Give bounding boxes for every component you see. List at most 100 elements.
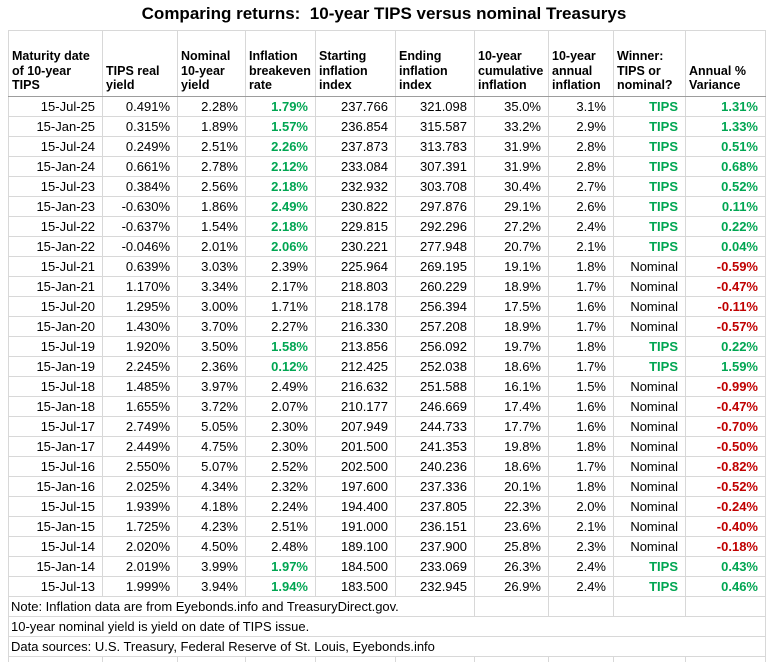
- cell-nominal-yield[interactable]: 2.51%: [177, 136, 246, 157]
- cell-nominal-yield[interactable]: 3.00%: [177, 296, 246, 317]
- cell-tips-real-yield[interactable]: 2.019%: [102, 556, 178, 577]
- cell-variance[interactable]: -0.11%: [685, 296, 766, 317]
- cell-winner[interactable]: Nominal: [613, 316, 686, 337]
- cell-maturity-date[interactable]: 15-Jul-22: [8, 216, 103, 237]
- cell-breakeven-rate[interactable]: 2.52%: [245, 456, 316, 477]
- cell-breakeven-rate[interactable]: 2.12%: [245, 156, 316, 177]
- column-header-winner[interactable]: Winner: TIPS or nominal?: [613, 30, 686, 97]
- column-header-annual-inflation[interactable]: 10-year annual inflation: [548, 30, 614, 97]
- column-header-tips-real-yield[interactable]: TIPS real yield: [102, 30, 178, 97]
- cell-winner[interactable]: TIPS: [613, 576, 686, 597]
- cell-breakeven-rate[interactable]: 2.18%: [245, 176, 316, 197]
- cell-variance[interactable]: 0.46%: [685, 576, 766, 597]
- cell-breakeven-rate[interactable]: 2.48%: [245, 536, 316, 557]
- cell-starting-index[interactable]: 184.500: [315, 556, 396, 577]
- cell-maturity-date[interactable]: 15-Jul-13: [8, 576, 103, 597]
- cell-winner[interactable]: TIPS: [613, 116, 686, 137]
- cell-tips-real-yield[interactable]: 1.170%: [102, 276, 178, 297]
- cell-annual-inflation[interactable]: 2.4%: [548, 556, 614, 577]
- cell-breakeven-rate[interactable]: 2.17%: [245, 276, 316, 297]
- cell-ending-index[interactable]: 252.038: [395, 356, 475, 377]
- cell-maturity-date[interactable]: 15-Jan-25: [8, 116, 103, 137]
- cell-maturity-date[interactable]: 15-Jan-24: [8, 156, 103, 177]
- cell-annual-inflation[interactable]: 2.6%: [548, 196, 614, 217]
- cell-ending-index[interactable]: 251.588: [395, 376, 475, 397]
- cell-winner[interactable]: Nominal: [613, 296, 686, 317]
- cell-starting-index[interactable]: 202.500: [315, 456, 396, 477]
- cell-nominal-yield[interactable]: 3.72%: [177, 396, 246, 417]
- cell-nominal-yield[interactable]: 3.70%: [177, 316, 246, 337]
- cell-tips-real-yield[interactable]: 1.295%: [102, 296, 178, 317]
- cell-starting-index[interactable]: 237.766: [315, 96, 396, 117]
- cell-ending-index[interactable]: 277.948: [395, 236, 475, 257]
- cell-nominal-yield[interactable]: 3.03%: [177, 256, 246, 277]
- cell-starting-index[interactable]: 232.932: [315, 176, 396, 197]
- cell-variance[interactable]: -0.82%: [685, 456, 766, 477]
- cell-nominal-yield[interactable]: 5.07%: [177, 456, 246, 477]
- cell-cumulative-inflation[interactable]: 19.1%: [474, 256, 549, 277]
- cell-breakeven-rate[interactable]: 2.39%: [245, 256, 316, 277]
- cell-annual-inflation[interactable]: 1.8%: [548, 336, 614, 357]
- cell-cumulative-inflation[interactable]: 29.1%: [474, 196, 549, 217]
- cell-winner[interactable]: TIPS: [613, 136, 686, 157]
- cell-nominal-yield[interactable]: 3.34%: [177, 276, 246, 297]
- cell-starting-index[interactable]: 236.854: [315, 116, 396, 137]
- cell-variance[interactable]: 0.22%: [685, 216, 766, 237]
- cell-variance[interactable]: 1.31%: [685, 96, 766, 117]
- cell-starting-index[interactable]: 229.815: [315, 216, 396, 237]
- cell-variance[interactable]: -0.47%: [685, 396, 766, 417]
- cell-starting-index[interactable]: 218.178: [315, 296, 396, 317]
- cell-cumulative-inflation[interactable]: 17.4%: [474, 396, 549, 417]
- cell-starting-index[interactable]: 230.822: [315, 196, 396, 217]
- cell-cumulative-inflation[interactable]: 20.7%: [474, 236, 549, 257]
- cell-winner[interactable]: Nominal: [613, 536, 686, 557]
- cell-variance[interactable]: -0.24%: [685, 496, 766, 517]
- cell-cumulative-inflation[interactable]: 18.9%: [474, 276, 549, 297]
- cell-starting-index[interactable]: 207.949: [315, 416, 396, 437]
- cell-breakeven-rate[interactable]: 2.51%: [245, 516, 316, 537]
- cell-winner[interactable]: Nominal: [613, 396, 686, 417]
- cell-tips-real-yield[interactable]: 2.749%: [102, 416, 178, 437]
- cell-tips-real-yield[interactable]: 2.020%: [102, 536, 178, 557]
- cell-annual-inflation[interactable]: 1.7%: [548, 276, 614, 297]
- cell-annual-inflation[interactable]: 1.7%: [548, 456, 614, 477]
- cell-ending-index[interactable]: 257.208: [395, 316, 475, 337]
- cell-winner[interactable]: TIPS: [613, 236, 686, 257]
- cell-tips-real-yield[interactable]: 0.639%: [102, 256, 178, 277]
- cell-tips-real-yield[interactable]: 2.025%: [102, 476, 178, 497]
- cell-breakeven-rate[interactable]: 2.30%: [245, 416, 316, 437]
- cell-winner[interactable]: Nominal: [613, 436, 686, 457]
- cell-annual-inflation[interactable]: 2.1%: [548, 236, 614, 257]
- cell-variance[interactable]: 0.52%: [685, 176, 766, 197]
- cell-breakeven-rate[interactable]: 1.79%: [245, 96, 316, 117]
- cell-maturity-date[interactable]: 15-Jan-22: [8, 236, 103, 257]
- empty-cell[interactable]: [395, 656, 475, 662]
- cell-ending-index[interactable]: 269.195: [395, 256, 475, 277]
- cell-tips-real-yield[interactable]: 1.655%: [102, 396, 178, 417]
- cell-annual-inflation[interactable]: 2.1%: [548, 516, 614, 537]
- cell-winner[interactable]: TIPS: [613, 156, 686, 177]
- cell-breakeven-rate[interactable]: 0.12%: [245, 356, 316, 377]
- cell-winner[interactable]: Nominal: [613, 376, 686, 397]
- cell-annual-inflation[interactable]: 2.3%: [548, 536, 614, 557]
- cell-winner[interactable]: Nominal: [613, 476, 686, 497]
- cell-annual-inflation[interactable]: 1.6%: [548, 396, 614, 417]
- cell-annual-inflation[interactable]: 1.7%: [548, 356, 614, 377]
- cell-winner[interactable]: TIPS: [613, 196, 686, 217]
- cell-maturity-date[interactable]: 15-Jan-21: [8, 276, 103, 297]
- cell-nominal-yield[interactable]: 4.23%: [177, 516, 246, 537]
- column-header-breakeven-rate[interactable]: Inflation breakeven rate: [245, 30, 316, 97]
- cell-cumulative-inflation[interactable]: 35.0%: [474, 96, 549, 117]
- cell-tips-real-yield[interactable]: -0.046%: [102, 236, 178, 257]
- cell-maturity-date[interactable]: 15-Jul-20: [8, 296, 103, 317]
- cell-maturity-date[interactable]: 15-Jul-23: [8, 176, 103, 197]
- cell-nominal-yield[interactable]: 4.18%: [177, 496, 246, 517]
- cell-cumulative-inflation[interactable]: 19.8%: [474, 436, 549, 457]
- cell-tips-real-yield[interactable]: 0.249%: [102, 136, 178, 157]
- cell-starting-index[interactable]: 210.177: [315, 396, 396, 417]
- cell-ending-index[interactable]: 240.236: [395, 456, 475, 477]
- cell-starting-index[interactable]: 218.803: [315, 276, 396, 297]
- cell-variance[interactable]: 0.68%: [685, 156, 766, 177]
- empty-cell[interactable]: [685, 656, 766, 662]
- cell-breakeven-rate[interactable]: 2.06%: [245, 236, 316, 257]
